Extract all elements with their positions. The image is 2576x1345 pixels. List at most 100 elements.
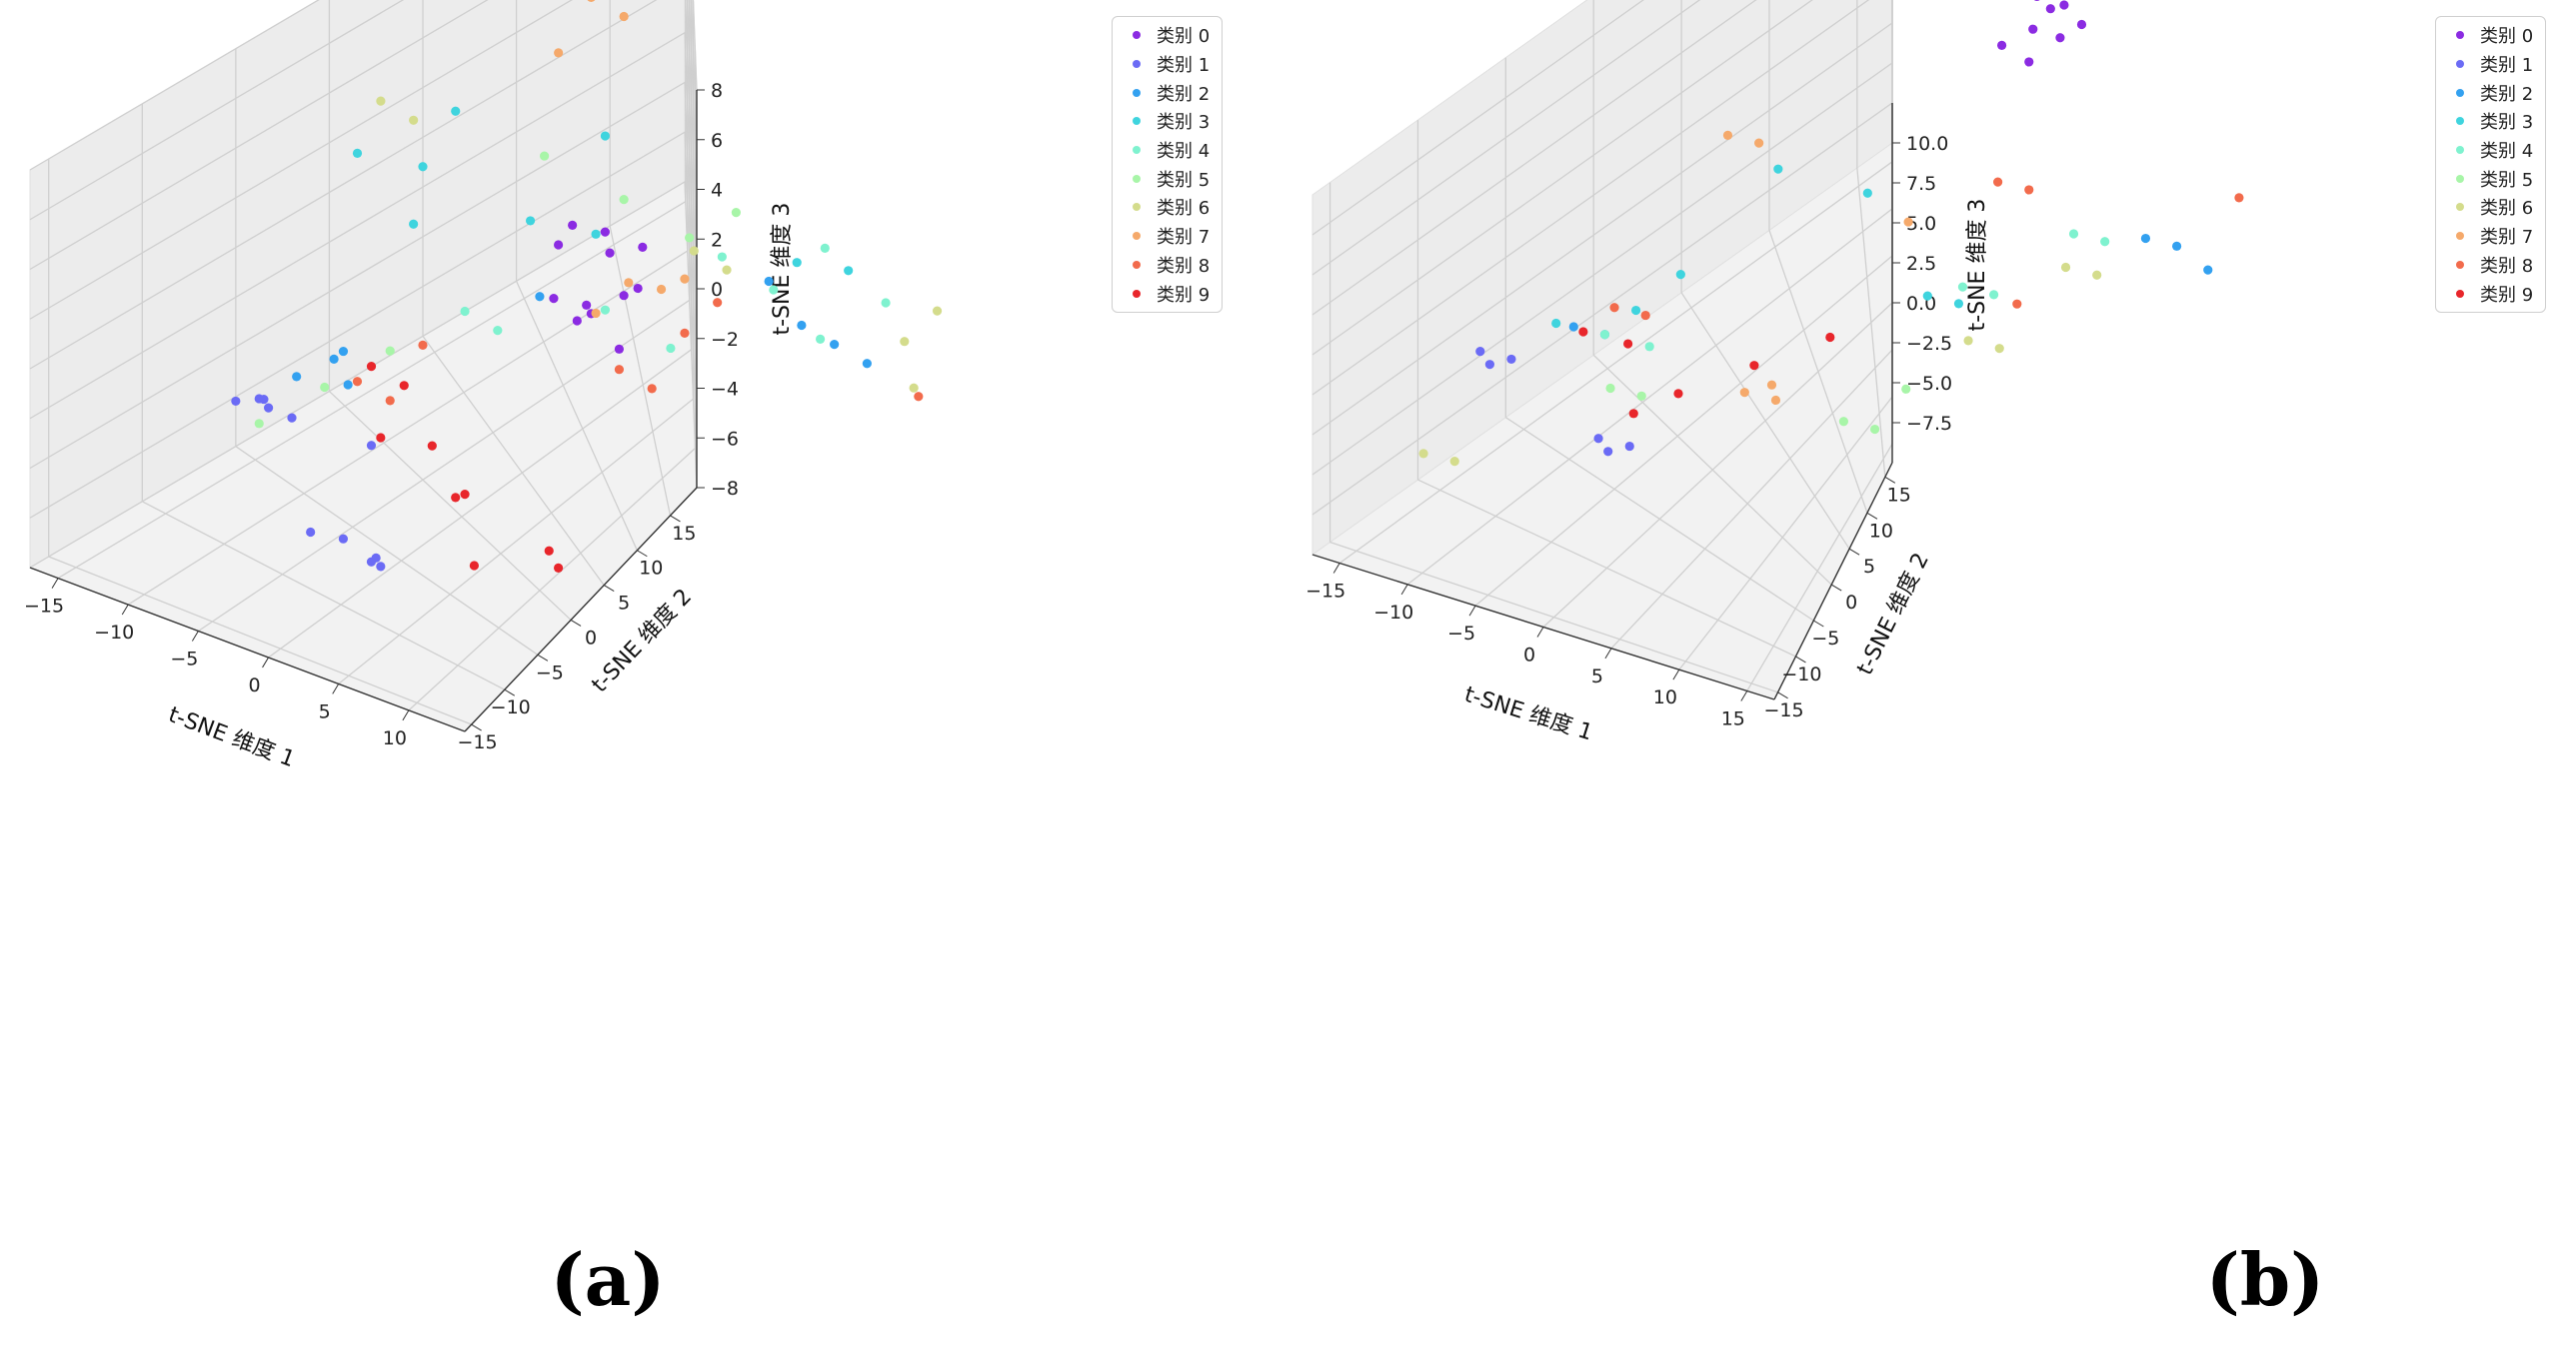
- x-tick-label: 10: [1653, 686, 1677, 708]
- chart-panel-a: −15 −10 −5 0 5 10 −15 −10 −5 0 5 10 15 8 6 4 2 0 −2 −4 −6 −8 t…: [24, 0, 1224, 1322]
- legend-marker: [1133, 117, 1141, 126]
- data-point-class-7: [1754, 138, 1764, 148]
- data-point-class-4: [881, 298, 891, 308]
- legend-marker: [2456, 289, 2464, 298]
- y-tick-label: 10: [639, 558, 663, 580]
- data-point-class-4: [1957, 282, 1968, 292]
- y-tick-label: −5: [1811, 628, 1839, 650]
- data-point-class-3: [352, 148, 363, 158]
- data-point-class-4: [666, 343, 676, 354]
- legend-item: 类别 3: [2446, 107, 2533, 136]
- data-point-class-1: [1593, 434, 1603, 444]
- data-point-class-5: [1901, 384, 1911, 394]
- legend-item: 类别 6: [2446, 193, 2533, 222]
- data-point-class-8: [2234, 193, 2244, 203]
- data-point-class-1: [263, 403, 274, 413]
- data-point-class-9: [544, 546, 554, 556]
- legend-marker: [2456, 31, 2464, 40]
- legend-label: 类别 5: [1157, 169, 1211, 191]
- x-tick-label: −15: [1305, 581, 1345, 603]
- data-point-class-1: [1624, 441, 1634, 452]
- data-point-class-3: [591, 229, 601, 239]
- x-tick-label: 0: [249, 674, 261, 696]
- y-tick-label: 15: [672, 523, 696, 545]
- data-point-class-9: [1749, 361, 1759, 371]
- data-point-class-0: [2028, 24, 2038, 34]
- z-tick-label: −8: [711, 478, 739, 500]
- legend-marker: [1133, 146, 1141, 155]
- data-point-class-0: [568, 220, 578, 231]
- y-tick-label: 0: [585, 627, 597, 649]
- data-point-class-1: [287, 413, 297, 423]
- legend-label: 类别 4: [2480, 141, 2534, 163]
- data-point-class-3: [1631, 305, 1641, 316]
- y-tick-label: 10: [1869, 520, 1893, 542]
- x-axis-label: t-SNE 维度 1: [1461, 682, 1595, 746]
- data-point-class-6: [376, 96, 386, 106]
- x-tick-label: 0: [1523, 645, 1535, 667]
- data-point-class-4: [2100, 237, 2110, 247]
- legend-item: 类别 0: [1123, 21, 1210, 50]
- data-point-class-9: [427, 441, 437, 451]
- data-point-class-5: [1838, 417, 1849, 427]
- data-point-class-8: [914, 392, 924, 402]
- data-point-class-7: [587, 0, 596, 2]
- data-point-class-5: [1605, 383, 1615, 394]
- legend-label: 类别 4: [1157, 141, 1211, 163]
- legend-marker: [1133, 174, 1141, 183]
- data-point-class-6: [1449, 457, 1459, 467]
- data-point-class-2: [329, 354, 339, 364]
- legend-item: 类别 7: [1123, 222, 1210, 251]
- legend-item: 类别 3: [1123, 107, 1210, 136]
- data-point-class-8: [418, 340, 428, 350]
- data-point-class-8: [1609, 303, 1619, 313]
- data-point-class-0: [2045, 4, 2055, 14]
- data-point-class-9: [366, 362, 377, 372]
- z-tick-label: 8: [711, 80, 723, 102]
- legend-marker: [2456, 146, 2464, 155]
- x-tick-label: 10: [383, 727, 407, 749]
- y-axis-label: t-SNE 维度 2: [587, 585, 697, 698]
- data-point-class-4: [493, 326, 503, 336]
- x-tick-label: 15: [1721, 707, 1745, 729]
- legend-label: 类别 9: [2480, 284, 2534, 306]
- data-point-class-5: [254, 419, 264, 429]
- data-point-class-0: [619, 291, 629, 301]
- data-point-class-2: [862, 359, 872, 369]
- x-tick-label: 5: [1591, 666, 1603, 687]
- data-point-class-6: [2092, 270, 2102, 280]
- data-point-class-6: [909, 383, 919, 393]
- z-axis-label: t-SNE 维度 3: [1965, 199, 1990, 332]
- legend-marker: [2456, 117, 2464, 126]
- legend-label: 类别 2: [1157, 83, 1211, 105]
- data-point-class-6: [1963, 336, 1973, 346]
- legend-marker: [1133, 203, 1141, 212]
- data-point-class-9: [376, 433, 386, 443]
- data-point-class-1: [1475, 347, 1485, 357]
- data-point-class-5: [619, 195, 629, 205]
- data-point-class-1: [366, 557, 377, 567]
- data-point-class-6: [1418, 449, 1428, 459]
- data-point-class-3: [1773, 164, 1783, 174]
- y-tick-label: 5: [618, 593, 630, 615]
- legend-item: 类别 5: [1123, 164, 1210, 193]
- data-point-class-0: [2076, 19, 2087, 30]
- y-tick-label: −10: [491, 696, 531, 718]
- data-point-class-0: [582, 300, 592, 310]
- data-point-class-8: [385, 396, 395, 406]
- legend-item: 类别 4: [1123, 136, 1210, 165]
- data-point-class-2: [2140, 233, 2151, 244]
- data-point-class-9: [1578, 327, 1588, 337]
- data-point-class-1: [306, 527, 316, 538]
- z-tick-label: 4: [711, 180, 723, 202]
- data-point-class-6: [1994, 344, 2004, 354]
- data-point-class-8: [680, 328, 690, 338]
- z-axis-label: t-SNE 维度 3: [770, 203, 795, 336]
- legend-label: 类别 5: [2480, 169, 2534, 191]
- x-tick-label: −10: [1373, 602, 1413, 624]
- data-point-class-1: [231, 396, 241, 407]
- data-point-class-4: [1644, 342, 1654, 352]
- legend-label: 类别 0: [1157, 26, 1211, 48]
- data-point-class-4: [815, 334, 826, 344]
